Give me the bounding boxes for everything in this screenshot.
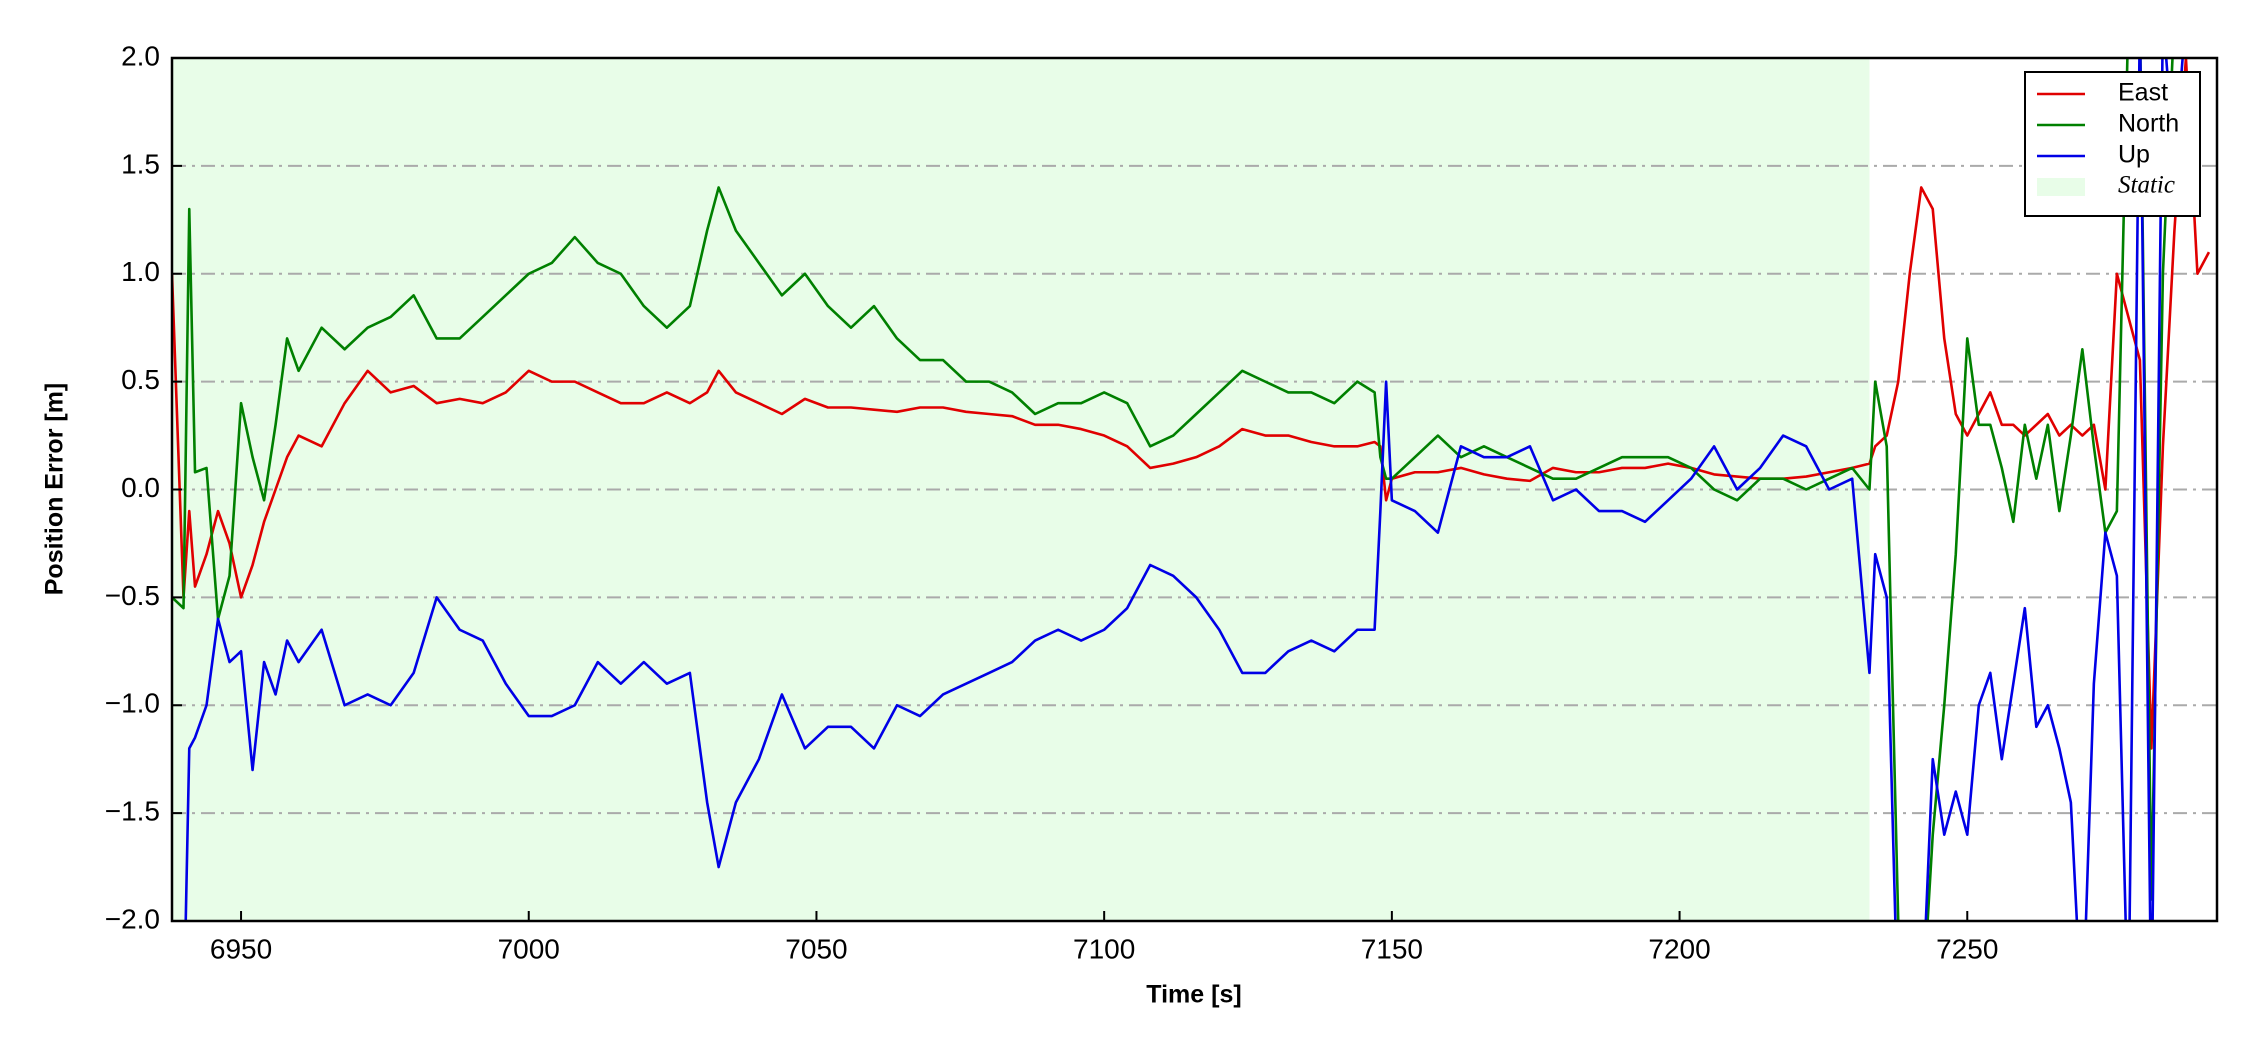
- x-tick-label: 7250: [1936, 933, 1998, 964]
- y-tick-label: −1.0: [105, 688, 160, 719]
- y-tick-label: 1.5: [121, 148, 160, 179]
- legend-label: North: [2118, 110, 2179, 138]
- y-tick-label: −2.0: [105, 903, 160, 934]
- legend-label: East: [2118, 79, 2168, 107]
- x-tick-label: 6950: [210, 933, 272, 964]
- legend: East North Up Static: [2024, 71, 2201, 217]
- legend-label: Static: [2118, 172, 2175, 199]
- x-tick-label: 7150: [1361, 933, 1423, 964]
- x-tick-label: 7100: [1073, 933, 1135, 964]
- legend-label: Up: [2118, 141, 2150, 169]
- series-line: [172, 58, 2174, 921]
- series-line: [184, 58, 2184, 921]
- y-tick-label: −1.5: [105, 796, 160, 827]
- y-tick-label: 2.0: [121, 40, 160, 71]
- x-tick-label: 7050: [785, 933, 847, 964]
- y-axis-label: Position Error [m]: [41, 383, 69, 596]
- x-tick-label: 7000: [498, 933, 560, 964]
- x-tick-label: 7200: [1648, 933, 1710, 964]
- plot-area: [172, 58, 2217, 921]
- y-tick-label: −0.5: [105, 580, 160, 611]
- series-line: [172, 58, 2211, 750]
- legend-swatch: [2037, 178, 2085, 196]
- x-axis-label: Time [s]: [1146, 981, 1241, 1009]
- y-tick-label: 0.0: [121, 472, 160, 503]
- y-tick-label: 0.5: [121, 364, 160, 395]
- y-tick-label: 1.0: [121, 256, 160, 287]
